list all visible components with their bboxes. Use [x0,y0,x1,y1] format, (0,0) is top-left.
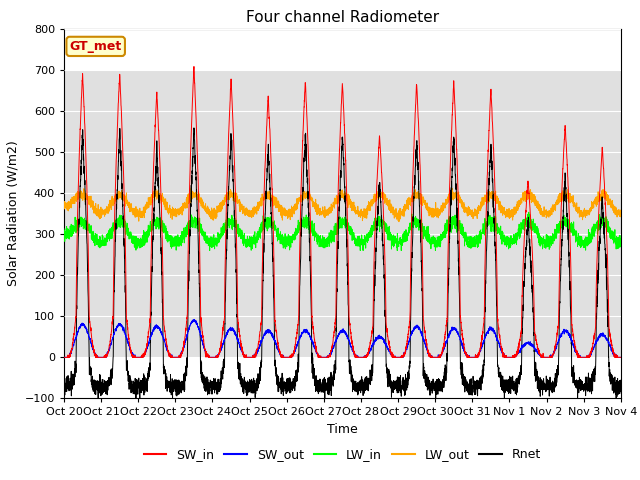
X-axis label: Time: Time [327,423,358,436]
Bar [64,70,621,357]
Legend: SW_in, SW_out, LW_in, LW_out, Rnet: SW_in, SW_out, LW_in, LW_out, Rnet [139,443,546,466]
Text: GT_met: GT_met [70,40,122,53]
Y-axis label: Solar Radiation (W/m2): Solar Radiation (W/m2) [6,141,19,287]
Title: Four channel Radiometer: Four channel Radiometer [246,10,439,25]
